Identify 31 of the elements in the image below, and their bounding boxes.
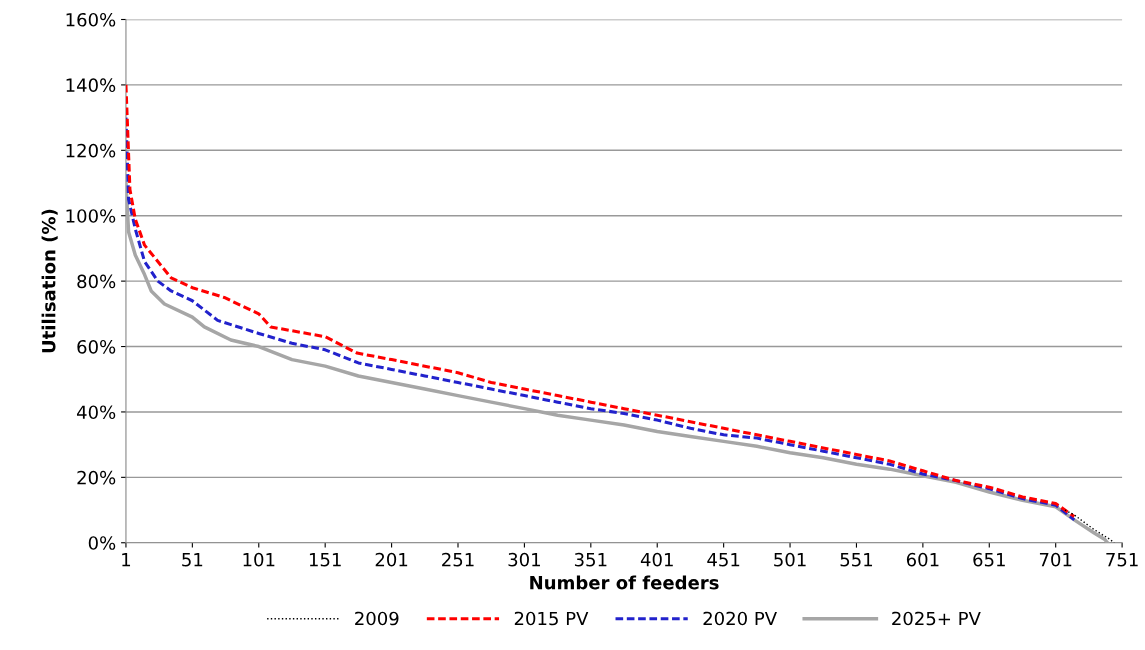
- x-tick-label: 451: [707, 553, 740, 567]
- x-tick-label: 251: [442, 552, 474, 567]
- x-tick-label: 301: [508, 552, 540, 567]
- x-tick-label: 1: [122, 553, 131, 567]
- y-axis-title: Utilisation (%): [41, 209, 58, 353]
- y-tick-label: 120%: [66, 143, 116, 158]
- y-tick-label: 100%: [66, 209, 116, 223]
- x-tick-label: 701: [1039, 552, 1072, 567]
- x-tick-label: 651: [973, 552, 1005, 567]
- y-tick-label: 40%: [76, 405, 116, 420]
- x-tick-label: 201: [375, 552, 408, 567]
- x-tick-label: 351: [574, 552, 607, 567]
- y-tick-label: 80%: [77, 274, 116, 289]
- y-tick-label: 140%: [66, 78, 116, 93]
- x-tick-label: 501: [774, 552, 806, 567]
- y-tick-label: 0%: [88, 536, 116, 550]
- x-tick-label: 751: [1106, 553, 1138, 567]
- x-tick-label: 601: [906, 552, 939, 567]
- x-axis-title: Number of feeders: [530, 575, 719, 590]
- y-tick-label: 20%: [77, 470, 116, 485]
- x-tick-label: 101: [243, 552, 275, 567]
- legend-label: 2009: [355, 611, 399, 626]
- legend-label: 2015 PV: [514, 611, 589, 626]
- legend-label: 2020 PV: [703, 611, 777, 626]
- y-tick-label: 160%: [66, 12, 116, 27]
- x-tick-label: 151: [309, 553, 341, 567]
- y-tick-label: 60%: [77, 339, 116, 354]
- legend-label: 2025+ PV: [892, 611, 981, 626]
- x-tick-label: 551: [840, 553, 873, 567]
- x-tick-label: 401: [640, 552, 673, 567]
- x-tick-label: 51: [182, 553, 203, 567]
